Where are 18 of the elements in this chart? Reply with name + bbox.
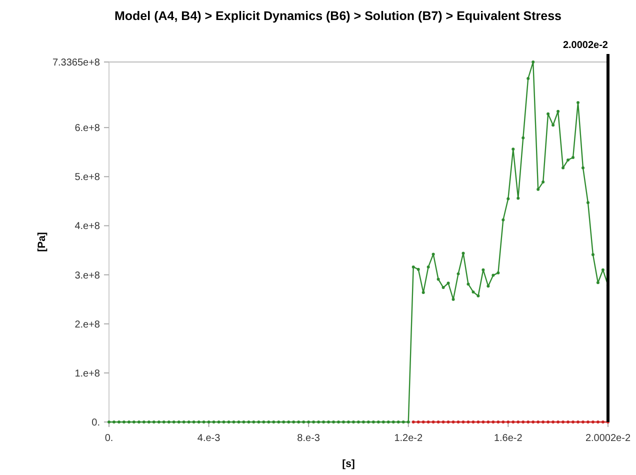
y-axis-title: [Pa] xyxy=(36,232,48,252)
ref-line-label: 2.0002e-2 xyxy=(562,40,608,51)
x-tick-label: 1.6e-2 xyxy=(494,433,523,444)
y-tick-label: 4.e+8 xyxy=(74,221,100,232)
y-tick-label: 5.e+8 xyxy=(74,172,100,184)
x-axis-title: [s] xyxy=(342,458,355,470)
y-tick-label: 6.e+8 xyxy=(74,123,100,134)
y-tick-label: 1.e+8 xyxy=(74,368,100,380)
x-tick-label: 0. xyxy=(104,433,114,444)
x-tick-label: 8.e-3 xyxy=(297,433,320,444)
y-tick-label: 0. xyxy=(92,418,100,428)
y-tick-label: 2.e+8 xyxy=(74,319,100,330)
y-tick-label: 7.3365e+8 xyxy=(52,58,100,68)
x-tick-label: 4.e-3 xyxy=(197,433,221,444)
chart-title: Model (A4, B4) > Explicit Dynamics (B6) > Solution (B7) > Equivalent Stress xyxy=(114,9,562,23)
y-tick-label: 3.e+8 xyxy=(74,270,100,282)
x-tick-label: 2.0002e-2 xyxy=(585,433,631,444)
x-tick-label: 1.2e-2 xyxy=(394,433,423,444)
